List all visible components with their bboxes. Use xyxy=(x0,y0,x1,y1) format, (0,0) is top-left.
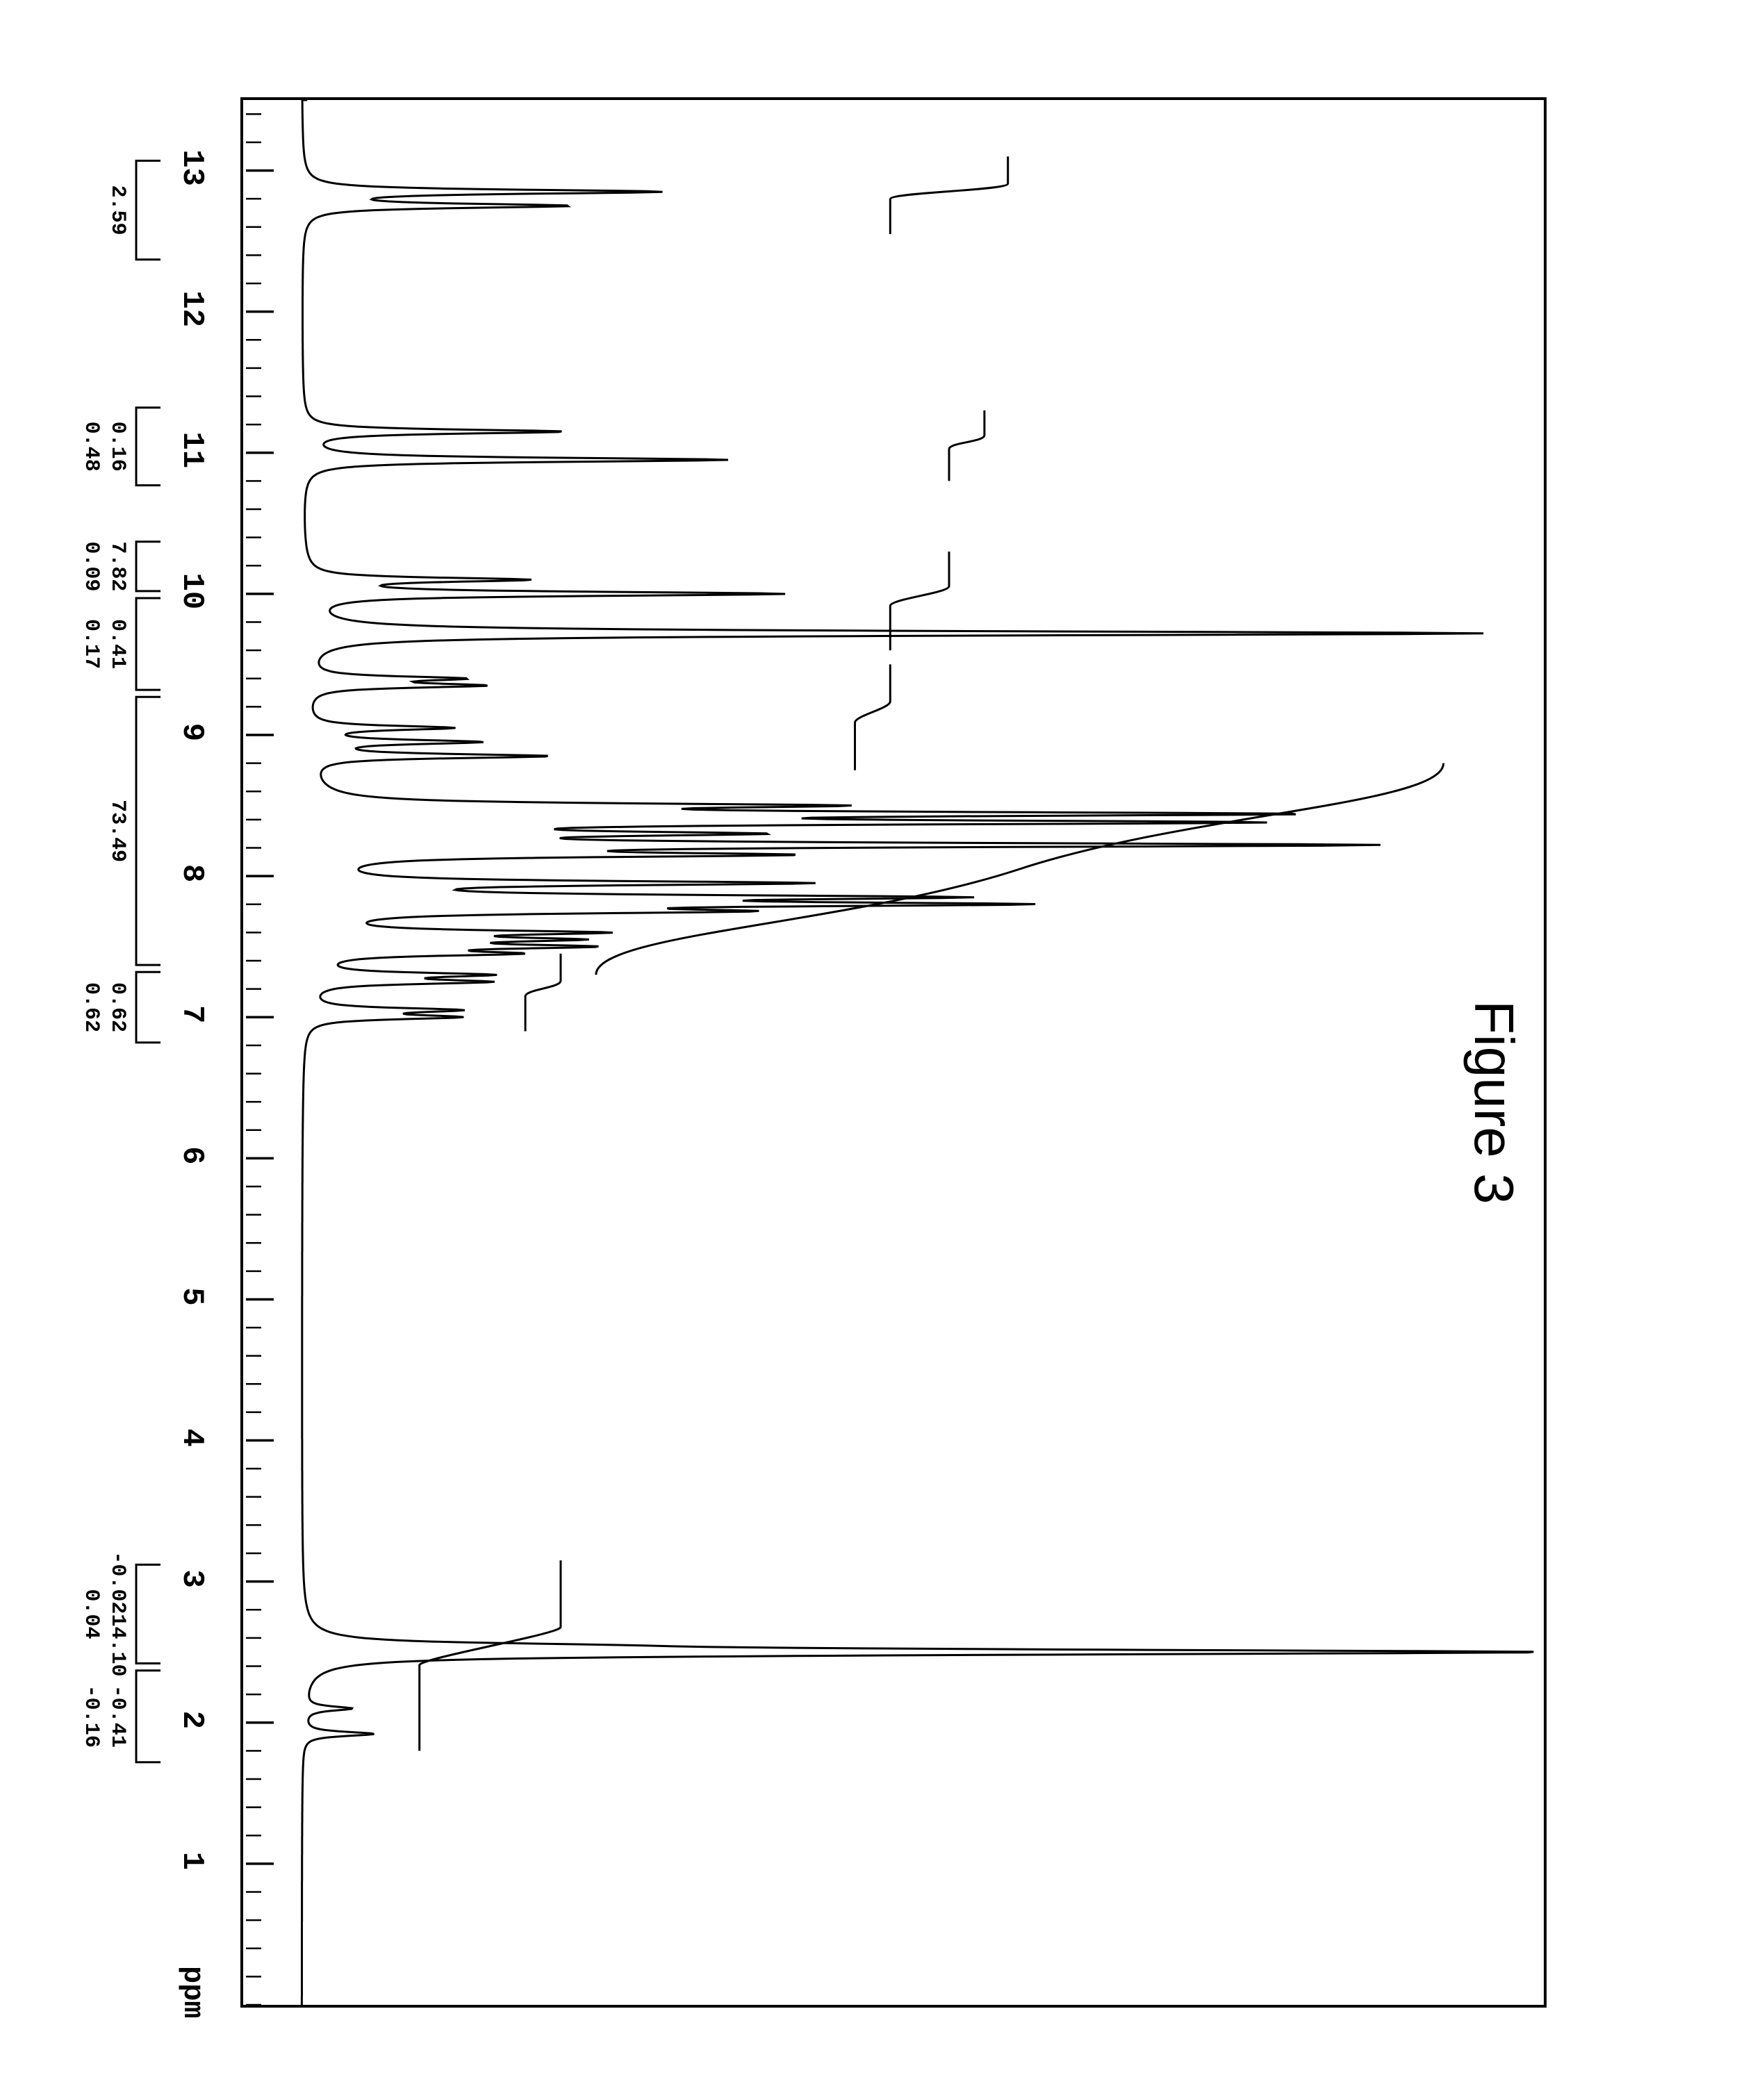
integral-value-label: 0.09 xyxy=(79,541,103,591)
plot-frame xyxy=(240,97,1547,2008)
axis-tick-label: 9 xyxy=(174,723,209,741)
integral-value-label: -0.41 xyxy=(106,1685,129,1748)
axis-tick-label: 1 xyxy=(174,1852,209,1870)
axis-tick-label: 4 xyxy=(174,1428,209,1446)
axis-tick-label: 6 xyxy=(174,1146,209,1164)
integral-value-label: 0.41 xyxy=(106,619,129,669)
integral-value-label: 73.49 xyxy=(106,800,129,862)
integral-value-label: -0.16 xyxy=(79,1685,103,1748)
axis-tick-label: 10 xyxy=(174,572,209,609)
page: Figure 3 ppm 13121110987654321 2.590.160… xyxy=(0,0,1755,2100)
spectrum-svg xyxy=(243,100,1544,2005)
axis-tick-label: 2 xyxy=(174,1711,209,1729)
axis-tick-label: 8 xyxy=(174,864,209,882)
integral-value-label: 2.59 xyxy=(106,185,129,235)
axis-tick-label: 11 xyxy=(174,431,209,468)
axis-tick-label: 13 xyxy=(174,149,209,186)
integral-value-label: -0.0214.10 xyxy=(106,1551,129,1676)
integral-value-label: 0.17 xyxy=(79,619,103,669)
integral-value-label: 0.62 xyxy=(79,982,103,1032)
axis-tick-label: 12 xyxy=(174,290,209,327)
integral-value-label: 0.04 xyxy=(79,1589,103,1639)
axis-tick-label: 3 xyxy=(174,1569,209,1587)
integral-value-label: 0.62 xyxy=(106,982,129,1032)
integral-value-label: 0.16 xyxy=(106,422,129,472)
integral-value-label: 0.48 xyxy=(79,422,103,472)
axis-unit-label: ppm xyxy=(176,1966,209,2019)
axis-tick-label: 5 xyxy=(174,1287,209,1305)
rotated-plot-container: Figure 3 ppm 13121110987654321 2.590.160… xyxy=(0,0,1755,2100)
axis-tick-label: 7 xyxy=(174,1005,209,1023)
integral-value-label: 7.82 xyxy=(106,541,129,591)
